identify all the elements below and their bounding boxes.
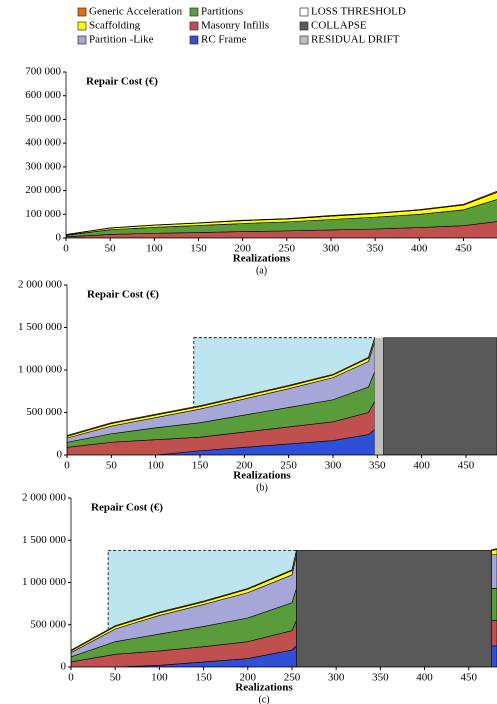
legend-label: COLLAPSE bbox=[311, 20, 367, 32]
x-tick-label: 0 bbox=[68, 672, 74, 684]
y-tick-label: 2 000 000 bbox=[22, 492, 67, 504]
legend-swatch bbox=[189, 35, 199, 45]
legend-swatch bbox=[299, 21, 309, 31]
legend-label: Generic Acceleration bbox=[89, 6, 183, 18]
legend-label: Masonry Infills bbox=[201, 20, 269, 32]
x-tick-label: 200 bbox=[240, 672, 257, 684]
x-tick-label: 0 bbox=[64, 460, 70, 472]
collapse bbox=[383, 337, 497, 455]
x-tick-label: 250 bbox=[279, 243, 296, 255]
x-tick-label: 300 bbox=[323, 243, 340, 255]
x-tick-label: 300 bbox=[325, 460, 342, 472]
x-tick-label: 450 bbox=[460, 672, 477, 684]
y-tick-label: 1 500 000 bbox=[22, 534, 67, 546]
caption: (b) bbox=[256, 482, 268, 493]
x-tick-label: 50 bbox=[106, 460, 118, 472]
area bbox=[67, 337, 375, 437]
legend-swatch bbox=[77, 35, 87, 45]
x-tick-label: 0 bbox=[63, 243, 69, 255]
x-tick-label: 350 bbox=[372, 672, 389, 684]
legend-label: LOSS THRESHOLD bbox=[311, 6, 406, 18]
residual-drift bbox=[374, 337, 384, 455]
y-tick-label: 400 000 bbox=[25, 137, 61, 149]
y-tick-label: 1 000 000 bbox=[22, 576, 67, 588]
collapse bbox=[296, 550, 492, 667]
x-axis-label: Realizations bbox=[233, 253, 291, 265]
y-tick-label: 300 000 bbox=[25, 160, 61, 172]
x-tick-label: 150 bbox=[195, 672, 212, 684]
x-tick-label: 400 bbox=[411, 243, 428, 255]
x-axis-label: Realizations bbox=[235, 682, 293, 694]
legend-label: RC Frame bbox=[201, 34, 247, 46]
plot bbox=[71, 548, 497, 667]
caption: (c) bbox=[258, 694, 269, 704]
y-tick-label: 600 000 bbox=[25, 89, 61, 101]
y-tick-label: 200 000 bbox=[25, 184, 61, 196]
caption: (a) bbox=[256, 265, 267, 276]
area bbox=[66, 190, 497, 235]
y-tick-label: 0 bbox=[56, 232, 62, 244]
legend-label: Partitions bbox=[201, 6, 243, 18]
x-tick-label: 50 bbox=[105, 243, 117, 255]
x-tick-label: 250 bbox=[284, 672, 301, 684]
y-tick-label: 1 000 000 bbox=[18, 364, 63, 376]
legend-label: RESIDUAL DRIFT bbox=[311, 34, 400, 46]
x-tick-label: 150 bbox=[190, 243, 207, 255]
x-tick-label: 100 bbox=[151, 672, 168, 684]
x-tick-label: 100 bbox=[147, 460, 164, 472]
x-axis-label: Realizations bbox=[233, 470, 291, 482]
legend-swatch bbox=[77, 21, 87, 31]
y-tick-label: 500 000 bbox=[26, 406, 62, 418]
x-tick-label: 350 bbox=[369, 460, 386, 472]
y-tick-label: 2 000 000 bbox=[18, 279, 63, 291]
x-tick-label: 400 bbox=[416, 672, 433, 684]
legend-label: Scaffolding bbox=[89, 20, 141, 32]
x-tick-label: 400 bbox=[413, 460, 430, 472]
legend-swatch bbox=[299, 7, 309, 17]
legend-swatch bbox=[189, 21, 199, 31]
axis-title: Repair Cost (€) bbox=[86, 76, 158, 88]
x-tick-label: 50 bbox=[110, 672, 122, 684]
y-tick-label: 500 000 bbox=[30, 618, 66, 630]
x-tick-label: 450 bbox=[455, 243, 472, 255]
plot bbox=[67, 337, 497, 455]
y-tick-label: 0 bbox=[61, 661, 67, 673]
legend-swatch bbox=[189, 7, 199, 17]
legend-swatch bbox=[77, 7, 87, 17]
y-tick-label: 0 bbox=[57, 449, 63, 461]
plot bbox=[66, 190, 497, 238]
y-tick-label: 100 000 bbox=[25, 208, 61, 220]
axis-title: Repair Cost (€) bbox=[87, 289, 159, 301]
y-tick-label: 500 000 bbox=[25, 113, 61, 125]
y-tick-label: 700 000 bbox=[25, 66, 61, 78]
x-tick-label: 250 bbox=[280, 460, 297, 472]
x-tick-label: 100 bbox=[146, 243, 163, 255]
x-tick-label: 150 bbox=[192, 460, 209, 472]
legend-swatch bbox=[299, 35, 309, 45]
x-tick-label: 300 bbox=[328, 672, 345, 684]
y-tick-label: 1 500 000 bbox=[18, 321, 63, 333]
x-tick-label: 200 bbox=[236, 460, 253, 472]
axis-title: Repair Cost (€) bbox=[91, 502, 163, 514]
x-tick-label: 450 bbox=[458, 460, 475, 472]
x-tick-label: 350 bbox=[367, 243, 384, 255]
legend-label: Partition -Like bbox=[89, 34, 154, 46]
x-tick-label: 200 bbox=[234, 243, 251, 255]
